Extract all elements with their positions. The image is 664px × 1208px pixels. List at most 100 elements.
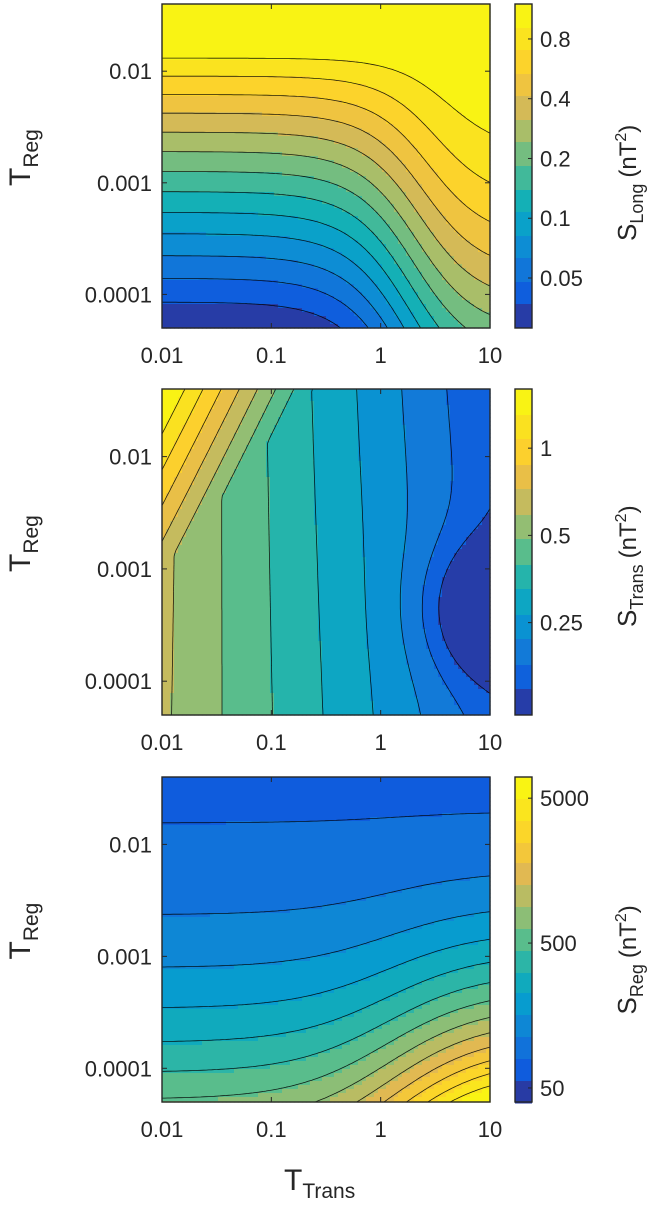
contour-cell bbox=[414, 96, 419, 101]
contour-cell bbox=[410, 148, 415, 153]
contour-cell bbox=[298, 52, 303, 57]
contour-cell bbox=[398, 192, 403, 197]
contour-cell bbox=[326, 108, 331, 113]
contour-cell bbox=[402, 180, 407, 185]
contour-cell bbox=[474, 36, 479, 41]
contour-cell bbox=[418, 164, 423, 169]
contour-cell bbox=[314, 40, 319, 45]
contour-cell bbox=[298, 80, 303, 85]
contour-cell bbox=[422, 164, 427, 169]
contour-cell bbox=[230, 124, 235, 129]
contour-cell bbox=[374, 140, 379, 145]
contour-cell bbox=[190, 212, 195, 217]
contour-cell bbox=[214, 164, 219, 169]
contour-cell bbox=[358, 228, 363, 233]
contour-cell bbox=[326, 144, 331, 149]
contour-cell bbox=[170, 16, 175, 21]
contour-cell bbox=[214, 240, 219, 245]
contour-cell bbox=[434, 8, 439, 13]
contour-cell bbox=[382, 36, 387, 41]
contour-cell bbox=[182, 84, 187, 89]
contour-cell bbox=[278, 36, 283, 41]
contour-cell bbox=[478, 180, 483, 185]
contour-cell bbox=[286, 72, 291, 77]
contour-cell bbox=[258, 176, 263, 181]
contour-cell bbox=[254, 20, 259, 25]
contour-cell bbox=[234, 220, 239, 225]
contour-cell bbox=[370, 84, 375, 89]
contour-cell bbox=[302, 236, 307, 241]
contour-cell bbox=[334, 160, 339, 165]
contour-cell bbox=[178, 208, 183, 213]
contour-cell bbox=[234, 4, 239, 9]
contour-cell bbox=[302, 184, 307, 189]
contour-cell bbox=[406, 224, 411, 229]
contour-cell bbox=[246, 28, 251, 33]
contour-cell bbox=[266, 208, 271, 213]
contour-cell bbox=[478, 44, 483, 49]
contour-cell bbox=[258, 140, 263, 145]
contour-cell bbox=[298, 8, 303, 13]
contour-cell bbox=[446, 116, 451, 121]
contour-cell bbox=[402, 56, 407, 61]
contour-cell bbox=[474, 232, 479, 237]
contour-cell bbox=[370, 120, 375, 125]
contour-cell bbox=[374, 24, 379, 29]
contour-cell bbox=[322, 40, 327, 45]
contour-cell bbox=[390, 12, 395, 17]
contour-cell bbox=[410, 92, 415, 97]
contour-cell bbox=[366, 76, 371, 81]
contour-cell bbox=[206, 180, 211, 185]
contour-cell bbox=[358, 112, 363, 117]
contour-cell bbox=[358, 188, 363, 193]
contour-cell bbox=[210, 60, 215, 65]
contour-cell bbox=[386, 128, 391, 133]
contour-cell bbox=[454, 140, 459, 145]
contour-cell bbox=[302, 120, 307, 125]
contour-cell bbox=[446, 96, 451, 101]
contour-cell bbox=[342, 180, 347, 185]
contour-cell bbox=[258, 196, 263, 201]
contour-cell bbox=[186, 172, 191, 177]
contour-cell bbox=[298, 208, 303, 213]
contour-cell bbox=[370, 72, 375, 77]
contour-cell bbox=[226, 188, 231, 193]
contour-cell bbox=[342, 244, 347, 249]
contour-cell bbox=[422, 176, 427, 181]
contour-cell bbox=[182, 60, 187, 65]
contour-cell bbox=[378, 220, 383, 225]
contour-cell bbox=[242, 160, 247, 165]
contour-cell bbox=[378, 152, 383, 157]
contour-cell bbox=[314, 212, 319, 217]
contour-cell bbox=[254, 76, 259, 81]
contour-cell bbox=[410, 240, 415, 245]
contour-cell bbox=[358, 100, 363, 105]
contour-cell bbox=[410, 40, 415, 45]
contour-cell bbox=[342, 84, 347, 89]
contour-cell bbox=[286, 104, 291, 109]
contour-cell bbox=[230, 80, 235, 85]
contour-cell bbox=[398, 56, 403, 61]
contour-cell bbox=[246, 88, 251, 93]
contour-cell bbox=[222, 116, 227, 121]
contour-cell bbox=[454, 244, 459, 249]
contour-cell bbox=[338, 92, 343, 97]
contour-cell bbox=[186, 180, 191, 185]
contour-cell bbox=[366, 116, 371, 121]
contour-cell bbox=[342, 64, 347, 69]
contour-cell bbox=[478, 20, 483, 25]
contour-cell bbox=[358, 32, 363, 37]
contour-cell bbox=[254, 204, 259, 209]
contour-cell bbox=[326, 16, 331, 21]
contour-cell bbox=[166, 172, 171, 177]
contour-cell bbox=[258, 68, 263, 73]
contour-cell bbox=[286, 20, 291, 25]
contour-cell bbox=[422, 124, 427, 129]
contour-cell bbox=[442, 104, 447, 109]
contour-cell bbox=[302, 56, 307, 61]
contour-cell bbox=[386, 176, 391, 181]
contour-cell bbox=[418, 88, 423, 93]
contour-cell bbox=[254, 108, 259, 113]
contour-cell bbox=[302, 148, 307, 153]
contour-cell bbox=[310, 92, 315, 97]
